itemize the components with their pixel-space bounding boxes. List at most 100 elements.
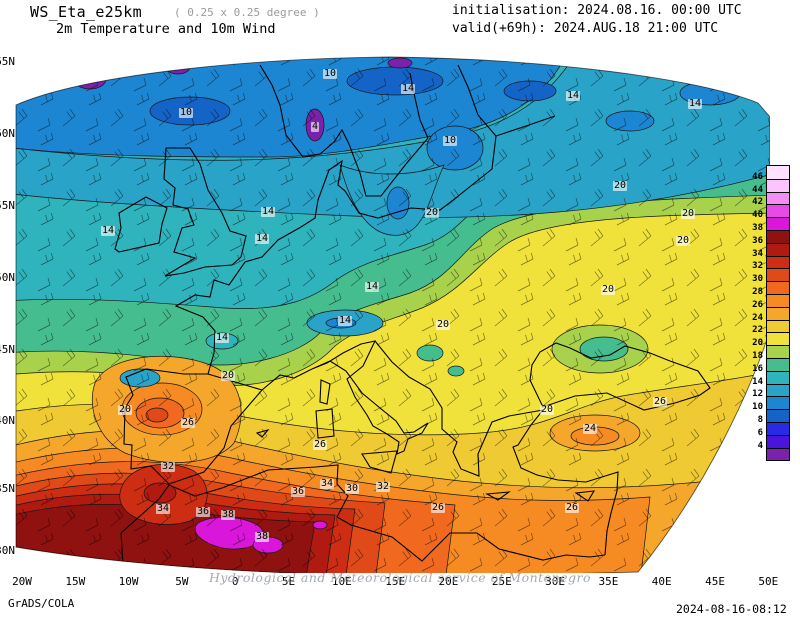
color-scale-cell <box>767 242 789 256</box>
contour-value-label: 14 <box>214 332 230 343</box>
model-title: WS_Eta_e25km <box>30 3 142 21</box>
color-scale-value: 24 <box>752 312 763 323</box>
x-axis-label: 20W <box>12 575 32 588</box>
color-scale-cell <box>767 370 789 384</box>
contour-value-label: 4 <box>310 121 320 132</box>
color-scale-value: 42 <box>752 197 763 208</box>
contour-value-label: 10 <box>178 107 194 118</box>
color-scale-cell <box>767 409 789 422</box>
color-scale-value: 44 <box>752 184 763 195</box>
color-scale-cell <box>767 268 789 282</box>
contour-value-label: 36 <box>290 486 306 497</box>
contour-value-label: 14 <box>100 225 116 236</box>
creation-timestamp: 2024-08-16-08:12 <box>676 602 787 616</box>
contour-value-label: 14 <box>687 98 703 109</box>
color-scale-bar <box>766 165 790 462</box>
color-scale-cell <box>767 383 789 397</box>
contour-value-label: 14 <box>337 315 353 326</box>
watermark-text: Hydrological and Meteorological service … <box>208 570 592 585</box>
color-scale-cell <box>767 357 789 371</box>
grid-resolution-label: ( 0.25 x 0.25 degree ) <box>174 6 320 19</box>
contour-value-label: 38 <box>220 509 236 520</box>
y-axis-label: 60N <box>0 127 15 140</box>
x-axis-label: 10W <box>118 575 139 588</box>
contour-value-label: 20 <box>675 235 691 246</box>
x-axis-label: 30E <box>545 575 566 588</box>
contour-value-label: 20 <box>424 207 440 218</box>
y-axis-label: 45N <box>0 343 15 356</box>
color-scale-value: 10 <box>752 402 763 413</box>
contour-value-label: 14 <box>260 206 276 217</box>
contour-value-label: 36 <box>195 506 211 517</box>
color-scale-value: 46 <box>752 171 763 182</box>
color-scale-cell <box>767 217 789 230</box>
contour-value-label: 26 <box>180 417 196 428</box>
color-scale-cell <box>767 421 789 435</box>
x-axis-label: 0 <box>231 575 239 588</box>
contour-value-label: 20 <box>680 208 696 219</box>
x-axis-label: 40E <box>651 575 672 588</box>
wind-barbs-overlay <box>16 57 770 573</box>
color-scale-value: 26 <box>752 299 763 310</box>
color-scale-value: 8 <box>757 415 763 425</box>
chart-subtitle: 2m Temperature and 10m Wind <box>56 21 276 37</box>
color-scale-cell <box>767 281 789 294</box>
color-scale-value: 16 <box>752 363 763 374</box>
color-scale-cell <box>767 319 789 333</box>
contour-value-label: 26 <box>430 502 446 513</box>
contour-value-label: 20 <box>600 284 616 295</box>
x-axis-label: 20E <box>438 575 459 588</box>
color-scale-value: 12 <box>752 389 763 400</box>
color-scale-cell <box>767 396 789 410</box>
color-scale-cell <box>767 178 789 192</box>
y-axis-label: 30N <box>0 544 15 557</box>
x-axis-label: 50E <box>758 575 779 588</box>
color-scale-value: 34 <box>752 248 763 259</box>
contour-value-label: 26 <box>652 396 668 407</box>
contour-value-label: 14 <box>364 281 380 292</box>
color-scale-cell <box>767 332 789 346</box>
grads-credit: GrADS/COLA <box>8 597 75 610</box>
color-scale-value: 30 <box>752 274 763 285</box>
domain-outline <box>15 56 770 573</box>
contour-value-label: 24 <box>582 423 598 434</box>
color-scale-cell <box>767 293 789 307</box>
color-scale-value: 38 <box>752 223 763 233</box>
x-axis-label: 5W <box>175 575 189 588</box>
color-scale-value: 40 <box>752 210 763 221</box>
contour-value-label: 30 <box>344 483 360 494</box>
contour-value-label: 10 <box>442 135 458 146</box>
contour-value-label: 14 <box>400 83 416 94</box>
contour-value-label: 32 <box>375 481 391 492</box>
temperature-fill <box>16 57 770 573</box>
contour-value-label: 26 <box>564 502 580 513</box>
contour-value-label: 34 <box>319 478 335 489</box>
color-scale-value: 6 <box>757 427 763 438</box>
color-scale-cell <box>767 229 789 243</box>
color-scale-cell <box>767 191 789 205</box>
color-scale-cell <box>767 204 789 218</box>
x-axis-label: 15E <box>385 575 406 588</box>
contour-value-label: 26 <box>312 439 328 450</box>
color-scale-value: 18 <box>752 351 763 361</box>
y-axis-label: 55N <box>0 199 15 212</box>
y-axis-label: 40N <box>0 414 15 427</box>
color-scale-cell <box>767 306 789 320</box>
contour-value-label: 32 <box>160 461 176 472</box>
color-scale-cell <box>767 166 789 179</box>
color-scale-value: 36 <box>752 235 763 246</box>
contour-value-label: 10 <box>322 68 338 79</box>
contour-value-label: 20 <box>435 319 451 330</box>
x-axis-label: 35E <box>598 575 619 588</box>
contour-value-label: 14 <box>254 233 270 244</box>
contour-value-label: 34 <box>155 503 171 514</box>
y-axis-label: 50N <box>0 271 15 284</box>
x-axis-label: 25E <box>491 575 512 588</box>
y-axis-label: 65N <box>0 55 15 68</box>
map-canvas <box>15 56 770 573</box>
x-axis-label: 10E <box>331 575 352 588</box>
initialisation-time-label: initialisation: 2024.08.16. 00:00 UTC <box>452 3 742 18</box>
x-axis-label: 5E <box>281 575 296 588</box>
valid-time-label: valid(+69h): 2024.AUG.18 21:00 UTC <box>452 21 719 36</box>
